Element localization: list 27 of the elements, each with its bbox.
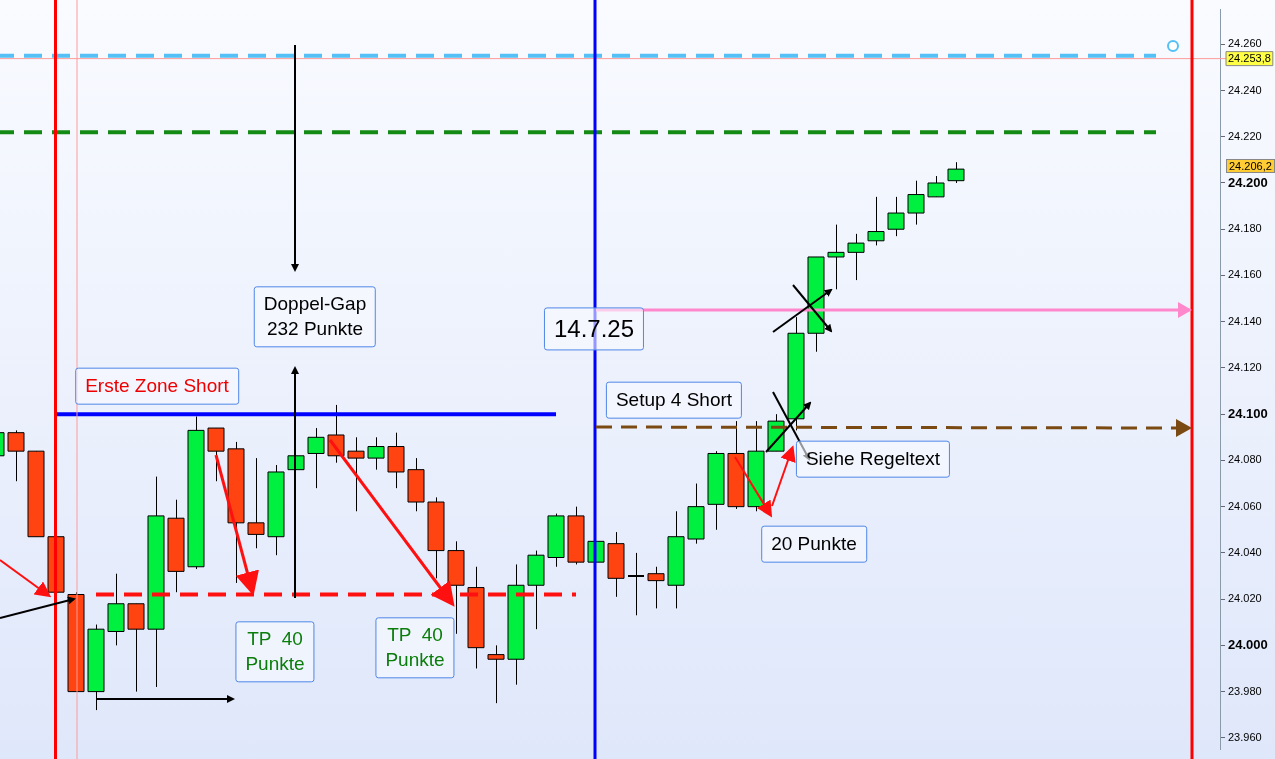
annotation: Erste Zone Short bbox=[75, 367, 239, 405]
y-tick-label: 24.000 bbox=[1228, 636, 1268, 652]
y-tick-label: 24.200 bbox=[1228, 174, 1268, 190]
annotation: Doppel-Gap 232 Punkte bbox=[253, 286, 377, 348]
y-tick-label: 24.160 bbox=[1228, 268, 1262, 281]
y-tick-label: 24.060 bbox=[1228, 499, 1262, 512]
annotation: Siehe Regeltext bbox=[795, 440, 951, 478]
y-tick-label: 24.140 bbox=[1228, 314, 1262, 327]
y-tick-label: 24.180 bbox=[1228, 222, 1262, 235]
y-tick-label: 23.960 bbox=[1228, 730, 1262, 743]
y-tick-label: 23.980 bbox=[1228, 684, 1262, 697]
annotation: TP 40 Punkte bbox=[235, 621, 315, 683]
text: 24.206,2 bbox=[1226, 159, 1275, 173]
annotation: 20 Punkte bbox=[761, 525, 867, 563]
y-tick-label: 24.080 bbox=[1228, 453, 1262, 466]
y-tick-label: 24.240 bbox=[1228, 83, 1262, 96]
y-tick-label: 24.220 bbox=[1228, 129, 1262, 142]
y-tick-label: 24.020 bbox=[1228, 592, 1262, 605]
y-tick-label: 24.120 bbox=[1228, 360, 1262, 373]
y-tick-label: 24.100 bbox=[1228, 405, 1268, 421]
candlestick bbox=[627, 552, 645, 616]
annotation: Setup 4 Short bbox=[605, 381, 743, 419]
annotation: 14.7.25 bbox=[543, 307, 645, 351]
annotation: TP 40 Punkte bbox=[375, 617, 455, 679]
y-tick-label: 24.040 bbox=[1228, 545, 1262, 558]
ref-line-label: 24.253,8 bbox=[1228, 51, 1271, 64]
y-tick-label: 24.260 bbox=[1228, 37, 1262, 50]
